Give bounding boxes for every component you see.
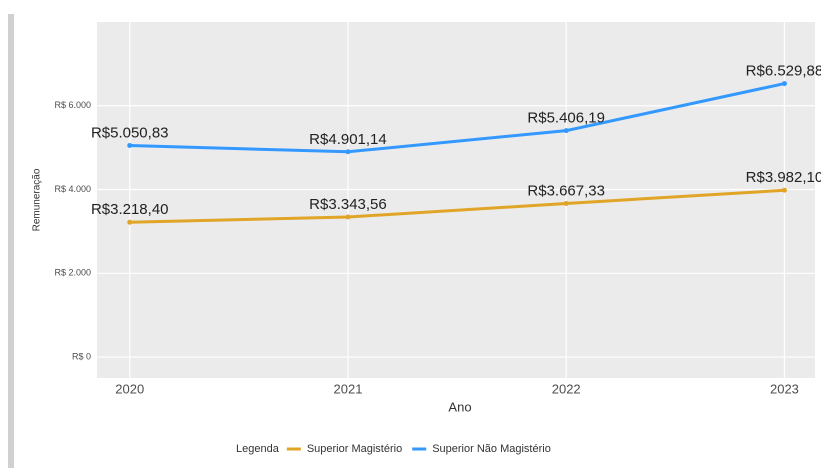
side-bar xyxy=(8,14,14,468)
point xyxy=(127,143,133,149)
line xyxy=(129,188,785,224)
x-tick-label: 2020 xyxy=(115,381,144,396)
panel xyxy=(97,22,815,378)
value-label: R$3.343,56 xyxy=(309,196,387,213)
y-tick-label: R$ 0 xyxy=(72,351,91,361)
y-axis-label: Remuneração xyxy=(32,168,43,231)
value-label: R$4.901,14 xyxy=(309,131,387,148)
x-tick-label: 2023 xyxy=(770,381,799,396)
point xyxy=(563,128,569,134)
y-tick-label: R$ 2.000 xyxy=(54,268,91,278)
legend-title: Legenda xyxy=(236,443,280,455)
x-tick-label: 2021 xyxy=(334,381,363,396)
point xyxy=(127,219,133,225)
value-label: R$3.982,10 xyxy=(746,169,821,186)
point xyxy=(781,187,787,193)
legend-label: Superior Magistério xyxy=(307,443,402,455)
point xyxy=(345,149,351,155)
y-tick-label: R$ 4.000 xyxy=(54,184,91,194)
x-axis-label: Ano xyxy=(448,399,471,414)
value-label: R$5.050,83 xyxy=(91,124,169,141)
value-label: R$3.218,40 xyxy=(91,201,169,218)
value-label: R$5.406,19 xyxy=(527,110,605,127)
point xyxy=(781,81,787,87)
point xyxy=(345,214,351,220)
x-tick-label: 2022 xyxy=(552,381,581,396)
value-label: R$6.529,88 xyxy=(746,63,821,80)
y-tick-label: R$ 6.000 xyxy=(54,100,91,110)
value-label: R$3.667,33 xyxy=(527,182,605,199)
line xyxy=(129,82,785,154)
point xyxy=(563,200,569,206)
legend-label: Superior Não Magistério xyxy=(432,443,551,455)
